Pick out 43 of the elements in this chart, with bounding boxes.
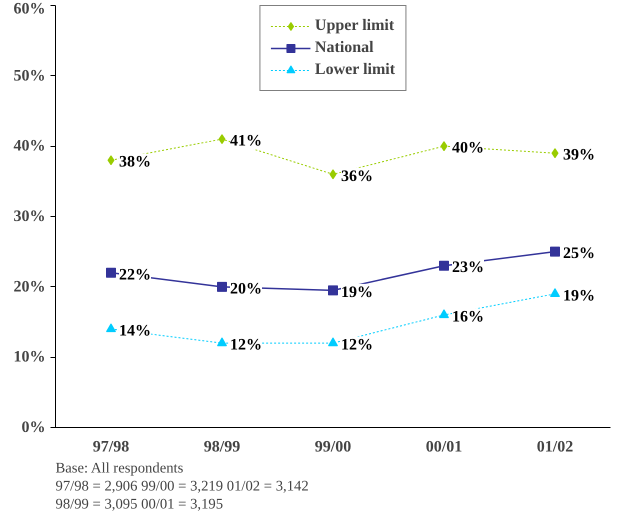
point (328, 285, 338, 296)
data-label: 23% (452, 259, 484, 276)
text: Base: All respondents (56, 460, 184, 476)
y-tick-label: 10% (14, 348, 46, 366)
text: 97/98 = 2,906 99/00 = 3,219 01/02 = 3,142 (56, 478, 309, 494)
point (550, 288, 560, 297)
point (328, 337, 338, 346)
data-label: 40% (452, 140, 484, 157)
data-label: 16% (452, 308, 484, 326)
x-tick-label: 01/02 (536, 438, 574, 456)
data-label: 14% (119, 322, 151, 340)
data-label: 19% (341, 284, 373, 301)
point (550, 246, 560, 257)
point (106, 323, 116, 332)
x-tick-label: 97/98 (92, 438, 130, 456)
point (217, 282, 227, 292)
legend-label: Upper limit (314, 17, 394, 35)
y-tick-label: 0% (22, 419, 46, 436)
point (217, 337, 227, 346)
legend-label: Lower limit (314, 61, 396, 79)
data-label: 38% (119, 154, 151, 171)
y-tick-label: 40% (14, 138, 46, 155)
point (106, 268, 116, 278)
x-tick-label: 99/00 (314, 438, 352, 456)
data-label: 22% (119, 266, 151, 284)
y-tick-label: 60% (14, 0, 46, 18)
y-tick-label: 20% (14, 278, 46, 296)
data-label: 36% (341, 168, 373, 185)
x-tick-label: 00/01 (426, 438, 462, 456)
legend-label: National (314, 39, 374, 57)
data-label: 19% (563, 287, 595, 304)
x-tick-label: 98/99 (204, 438, 240, 456)
text: 98/99 = 3,095 00/01 = 3,195 (56, 496, 224, 512)
y-tick-label: 30% (14, 208, 46, 225)
point (439, 260, 449, 271)
y-tick-label: 50% (14, 67, 46, 84)
data-label: 39% (563, 146, 595, 164)
data-label: 12% (230, 336, 262, 354)
data-label: 41% (230, 132, 262, 150)
data-label: 12% (341, 336, 373, 354)
data-label: 20% (230, 280, 262, 298)
point (439, 309, 449, 318)
data-label: 25% (563, 245, 595, 262)
